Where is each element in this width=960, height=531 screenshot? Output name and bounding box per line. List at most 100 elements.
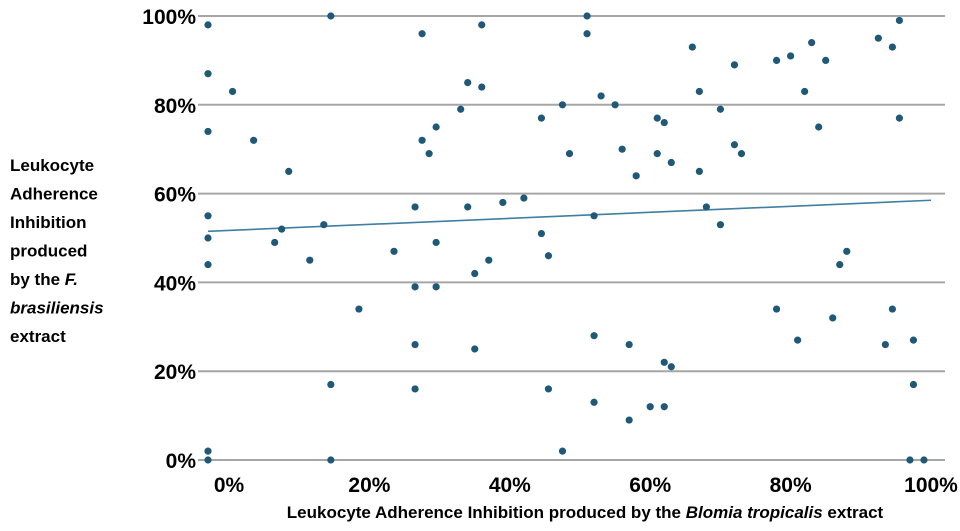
data-point	[909, 380, 918, 389]
data-point	[660, 403, 668, 411]
data-point	[590, 332, 598, 340]
data-point	[471, 345, 479, 353]
data-point	[499, 198, 507, 207]
data-point	[895, 16, 904, 25]
data-point	[794, 336, 802, 344]
x-axis-title-text: Leukocyte Adherence Inhibition produced …	[287, 503, 884, 522]
data-point	[320, 221, 328, 229]
y-axis-title-line: Leukocyte	[10, 156, 94, 175]
data-point	[906, 456, 914, 464]
data-point	[597, 92, 605, 100]
trendline-layer	[207, 199, 932, 233]
data-point	[558, 101, 567, 109]
data-point	[478, 83, 486, 91]
data-point	[653, 114, 661, 122]
data-point	[478, 21, 486, 29]
data-point	[888, 305, 896, 313]
data-point	[618, 145, 626, 153]
data-point	[801, 87, 809, 96]
data-point	[327, 456, 335, 464]
data-point	[625, 416, 633, 424]
data-point	[909, 336, 918, 344]
data-point	[660, 358, 668, 366]
data-point	[204, 447, 212, 455]
data-point	[787, 52, 795, 60]
data-point	[815, 123, 823, 131]
data-point	[271, 238, 279, 247]
data-points	[204, 12, 928, 464]
data-point	[544, 252, 553, 260]
data-point	[583, 12, 591, 20]
data-point	[632, 172, 640, 180]
data-point	[355, 305, 363, 313]
data-point	[471, 269, 479, 278]
data-point	[702, 203, 710, 211]
data-point	[204, 212, 212, 220]
y-tick-label: 0%	[166, 450, 197, 473]
data-point	[772, 56, 781, 64]
data-point	[716, 105, 725, 113]
x-axis-title: Leukocyte Adherence Inhibition produced …	[287, 503, 884, 522]
data-point	[667, 363, 675, 371]
x-tick-label: 20%	[348, 474, 390, 497]
y-axis-title-line: by the F.	[10, 270, 78, 289]
data-point	[228, 87, 237, 96]
y-axis-title-line: Adherence	[10, 185, 98, 204]
data-point	[808, 39, 816, 47]
gridlines	[198, 15, 945, 461]
data-point	[278, 225, 286, 233]
data-point	[590, 398, 598, 406]
y-tick-label: 40%	[154, 272, 196, 295]
data-point	[565, 150, 574, 158]
y-tick-label: 80%	[154, 95, 196, 118]
data-point	[881, 340, 889, 349]
data-point	[204, 261, 212, 269]
data-point	[432, 283, 440, 291]
data-point	[829, 314, 837, 322]
data-point	[920, 456, 928, 464]
y-tick-label: 60%	[154, 184, 196, 207]
data-point	[888, 43, 896, 51]
data-point	[327, 380, 335, 389]
data-point	[653, 150, 661, 158]
data-point	[285, 167, 293, 175]
data-point	[558, 447, 567, 455]
data-point	[327, 12, 335, 20]
data-point	[646, 403, 654, 411]
x-tick-label: 100%	[904, 474, 958, 497]
data-point	[485, 256, 493, 264]
data-point	[843, 247, 851, 255]
data-point	[660, 118, 668, 127]
data-point	[688, 43, 696, 51]
data-point	[425, 150, 433, 158]
data-point	[418, 136, 426, 144]
y-axis-title: Leukocyte Adherence Inhibition produced by t…	[10, 156, 104, 346]
y-axis-title-line: produced	[10, 242, 87, 261]
data-point	[204, 234, 212, 242]
data-point	[537, 114, 546, 122]
data-point	[874, 34, 882, 42]
data-point	[520, 194, 528, 202]
x-axis-tick-labels: 0% 20% 40% 60% 80% 100%	[214, 474, 958, 497]
data-point	[695, 87, 703, 96]
data-point	[390, 247, 398, 255]
data-point	[432, 238, 440, 247]
y-axis-title-line: Inhibition	[10, 213, 86, 232]
x-tick-label: 60%	[629, 474, 671, 497]
y-tick-label: 20%	[154, 361, 196, 384]
data-point	[544, 385, 553, 393]
data-point	[204, 21, 212, 29]
data-point	[204, 456, 212, 464]
data-point	[204, 127, 212, 136]
data-point	[411, 340, 419, 349]
data-point	[836, 261, 844, 269]
data-point	[590, 212, 598, 220]
data-point	[306, 256, 314, 264]
x-tick-label: 40%	[489, 474, 531, 497]
data-point	[895, 114, 904, 122]
data-point	[737, 150, 746, 158]
data-point	[250, 136, 258, 144]
data-point	[411, 283, 419, 291]
